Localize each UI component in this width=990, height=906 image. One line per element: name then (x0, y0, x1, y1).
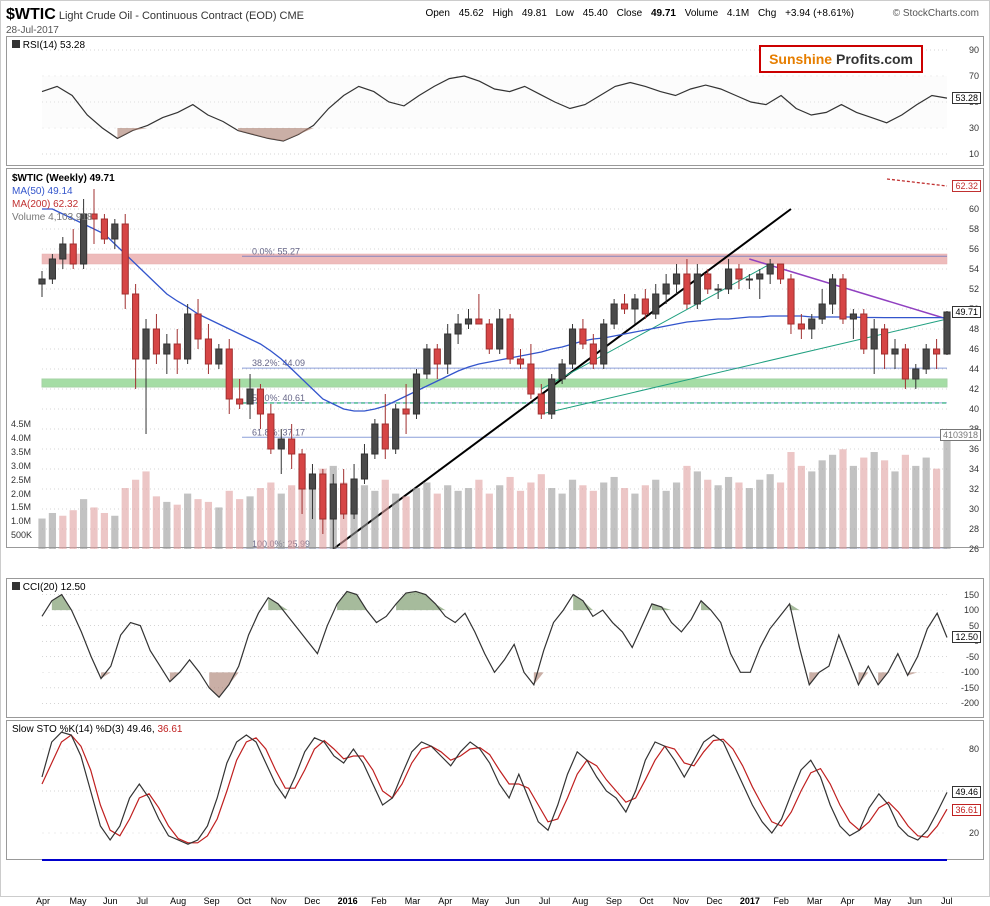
open-value: 45.62 (459, 8, 484, 19)
cci-yaxis: -200-150-100-50050100150 (943, 579, 983, 717)
volume-legend: Volume 4,103,918 (12, 211, 115, 224)
ticker-symbol: $WTIC (6, 6, 56, 23)
ma200-legend: MA(200) 62.32 (12, 198, 115, 211)
volume-yaxis: 500K1.0M1.5M2.0M2.5M3.0M3.5M4.0M4.5M (7, 169, 42, 547)
cci-label: CCI(20) 12.50 (12, 582, 86, 593)
volume-value: 4.1M (727, 8, 749, 19)
sto-label: Slow STO %K(14) %D(3) 49.46, 36.61 (12, 724, 182, 735)
attribution: © StockCharts.com (893, 8, 979, 19)
open-label: Open (425, 8, 452, 19)
svg-text:0.0%: 55.27: 0.0%: 55.27 (252, 246, 300, 256)
rsi-panel: RSI(14) 53.28 Sunshine Profits.com 53.28… (6, 36, 984, 166)
chart-date: 28-Jul-2017 (6, 25, 59, 36)
ma50-legend: MA(50) 49.14 (12, 185, 115, 198)
close-value: 49.71 (651, 8, 676, 19)
volume-tag: 4103918 (940, 429, 981, 441)
sto-k-tag: 49.46 (952, 786, 981, 798)
ohlc-readout: Open 45.62 High 49.81 Low 45.40 Close 49… (419, 8, 854, 19)
price-label: $WTIC (Weekly) 49.71 MA(50) 49.14 MA(200… (12, 172, 115, 224)
volume-label: Volume (685, 8, 721, 19)
ma200-tag: 62.32 (952, 180, 981, 192)
svg-text:38.2%: 44.09: 38.2%: 44.09 (252, 358, 305, 368)
price-panel: $WTIC (Weekly) 49.71 MA(50) 49.14 MA(200… (6, 168, 984, 548)
price-plot: 0.0%: 55.2738.2%: 44.0950.0%: 40.6161.8%… (7, 169, 990, 549)
watermark-logo: Sunshine Profits.com (759, 45, 923, 73)
rsi-current-tag: 53.28 (952, 92, 981, 104)
chg-value: +3.94 (+8.61%) (785, 8, 854, 19)
chart-header: $WTIC Light Crude Oil - Continuous Contr… (6, 6, 984, 34)
sto-panel: Slow STO %K(14) %D(3) 49.46, 36.61 49.46… (6, 720, 984, 860)
price-current-tag: 49.71 (952, 306, 981, 318)
cci-plot (7, 579, 990, 719)
close-label: Close (617, 8, 645, 19)
high-value: 49.81 (522, 8, 547, 19)
low-value: 45.40 (583, 8, 608, 19)
stockchart-container: $WTIC Light Crude Oil - Continuous Contr… (0, 0, 990, 897)
ticker-description: Light Crude Oil - Continuous Contract (E… (59, 10, 304, 22)
rsi-label: RSI(14) 53.28 (12, 40, 85, 51)
sto-plot (7, 721, 990, 861)
xaxis-bottom: AprMayJunJulAugSepOctNovDec2016FebMarApr… (6, 860, 984, 888)
xaxis-mid: AprMayJunJulAugSepOctNovDec2016FebMarApr… (6, 548, 984, 576)
cci-current-tag: 12.50 (952, 631, 981, 643)
price-yaxis: 262830323436384042444648505254565860 (943, 169, 983, 547)
xaxis-labels-2: AprMayJunJulAugSepOctNovDec2016FebMarApr… (41, 890, 944, 906)
low-label: Low (556, 8, 577, 19)
sto-d-tag: 36.61 (952, 804, 981, 816)
chg-label: Chg (758, 8, 779, 19)
high-label: High (493, 8, 516, 19)
cci-panel: CCI(20) 12.50 12.50 -200-150-100-5005010… (6, 578, 984, 718)
